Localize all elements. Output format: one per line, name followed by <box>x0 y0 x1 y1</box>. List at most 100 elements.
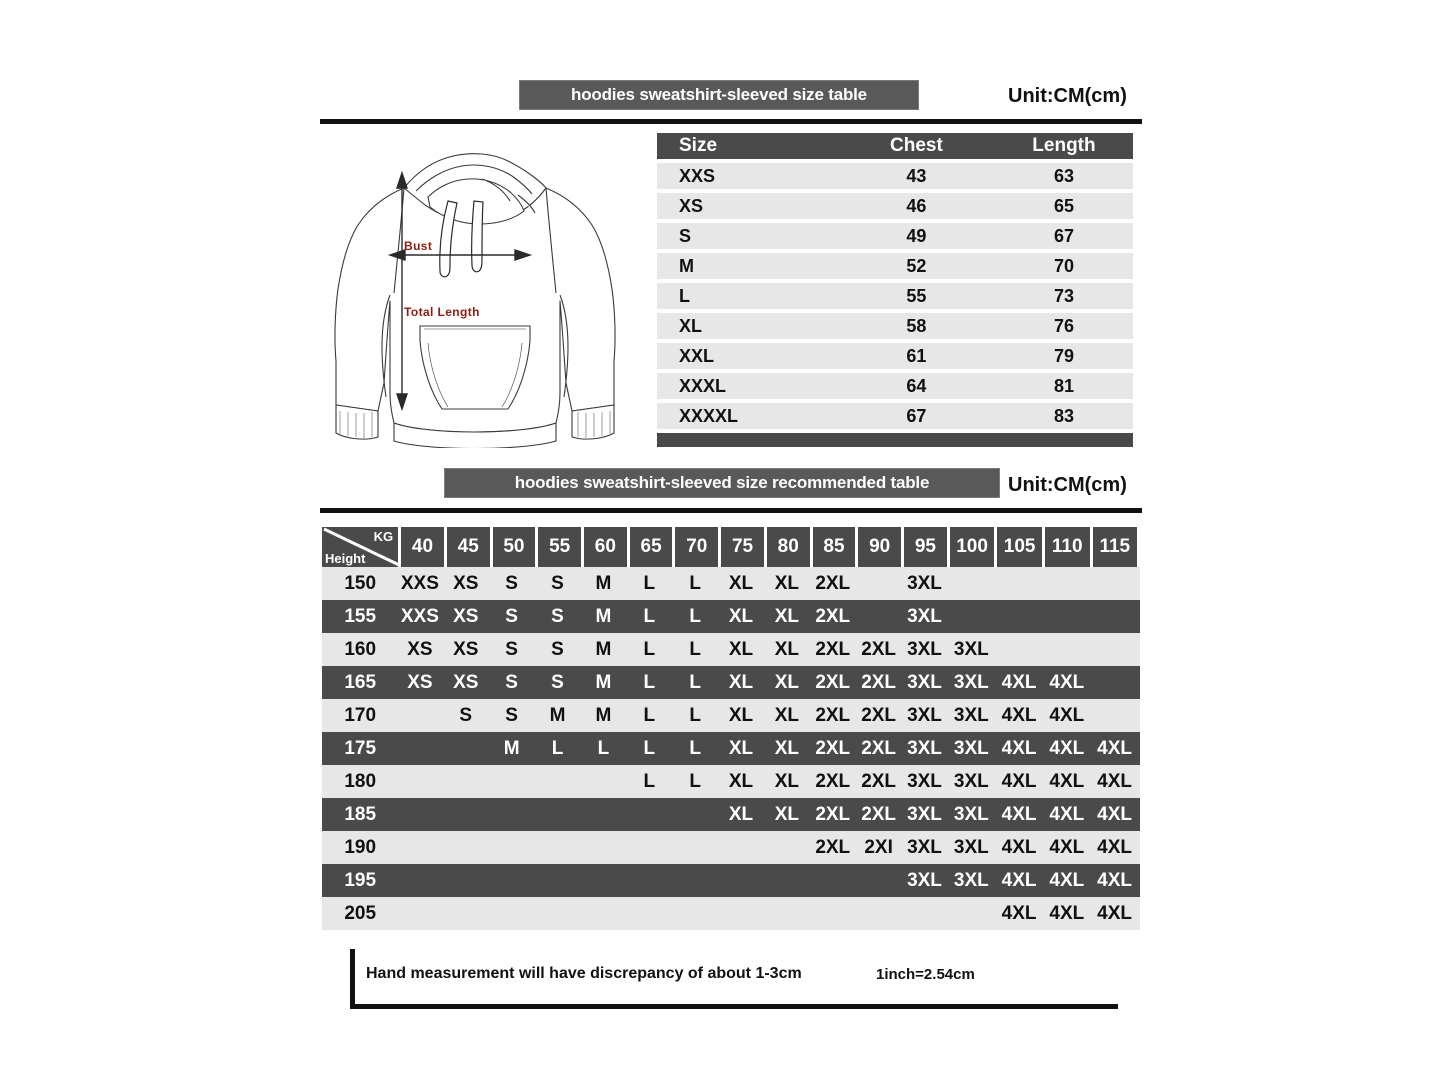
size-cell: S <box>551 572 564 594</box>
table-row: 170 S S M M L L XL XL 2XL 2XL 3XL 3XL 4XL 4XL <box>322 699 1140 732</box>
size-cell: 3XL <box>953 671 989 693</box>
size-cell: 4XL <box>1001 836 1037 858</box>
cell-chest: 61 <box>906 345 927 366</box>
size-cell: XS <box>453 638 479 660</box>
weight-header-cell: 40 <box>401 527 444 567</box>
table-row: 185 XL XL 2XL 2XL 3XL 3XL 4XL 4XL 4XL <box>322 798 1140 831</box>
size-cell: XL <box>774 770 800 792</box>
size-cell: 4XL <box>1097 803 1132 825</box>
cell-chest: 67 <box>906 405 927 426</box>
section2-divider <box>320 508 1142 513</box>
height-label-cell: 170 <box>344 704 377 726</box>
size-cell: 4XL <box>1049 836 1085 858</box>
cell-size: XXL <box>679 345 715 366</box>
size-cell: XL <box>728 572 754 594</box>
size-cell: L <box>597 737 610 759</box>
size-cell: S <box>551 638 564 660</box>
size-cell: 3XL <box>907 704 942 726</box>
table-row: 175 M L L L L XL XL 2XL 2XL 3XL 3XL 4XL 4XL 4XL <box>322 732 1140 765</box>
height-weight-corner-cell: KG Height <box>322 527 399 567</box>
size-cell: 3XL <box>907 671 942 693</box>
table-row: 155 XXS XS S S M L L XL XL 2XL 3XL <box>322 600 1140 633</box>
height-label-cell: 165 <box>344 671 377 693</box>
size-cell: 2XL <box>815 605 851 627</box>
size-cell: XL <box>728 704 754 726</box>
size-cell: L <box>643 671 656 693</box>
hoodie-drawing <box>334 153 616 448</box>
footer-note: Hand measurement will have discrepancy o… <box>350 949 1118 1009</box>
table-row: 160 XS XS S S M L L XL XL 2XL 2XL 3XL 3XL <box>322 633 1140 666</box>
weight-header-cell: 70 <box>675 527 719 567</box>
table-row: XXL 61 79 <box>657 343 1133 369</box>
size-cell: S <box>505 638 518 660</box>
size-cell: M <box>503 737 520 759</box>
size-cell: 2XI <box>864 836 893 858</box>
cell-length: 81 <box>1053 375 1074 396</box>
size-cell: L <box>689 704 701 726</box>
size-cell: 4XL <box>1049 803 1085 825</box>
cell-chest: 55 <box>906 285 927 306</box>
header-size: Size <box>679 135 718 156</box>
size-cell: L <box>643 605 656 627</box>
size-cell: 3XL <box>907 770 942 792</box>
height-label-cell: 190 <box>344 836 377 858</box>
cell-size: XXXXL <box>679 405 739 426</box>
header-length: Length <box>1032 135 1096 156</box>
weight-header-cell: 100 <box>949 527 995 567</box>
size-cell: XS <box>453 671 479 693</box>
size-cell: 3XL <box>953 803 989 825</box>
size-cell: 3XL <box>907 737 942 759</box>
size-cell: 2XL <box>861 638 897 660</box>
size-cell: XL <box>774 638 800 660</box>
size-cell: L <box>689 638 701 660</box>
size-cell: 2XL <box>815 737 851 759</box>
size-cell: L <box>643 737 656 759</box>
recommended-table-body: 150 XXS XS S S M L L XL XL 2XL 3XL 155 XXS XS S S M L L XL XL… <box>322 567 1140 930</box>
size-cell: XL <box>774 704 800 726</box>
cell-length: 70 <box>1053 255 1074 276</box>
table-row: XXXXL 67 83 <box>657 403 1133 429</box>
size-cell: 4XL <box>1049 704 1085 726</box>
size-cell: 4XL <box>1097 902 1132 924</box>
footer-bracket-horizontal <box>350 1004 1118 1009</box>
size-cell: XL <box>774 737 800 759</box>
size-cell: XL <box>728 605 754 627</box>
cell-length: 63 <box>1053 165 1074 186</box>
size-cell: M <box>549 704 566 726</box>
size-cell: M <box>595 671 612 693</box>
size-cell: L <box>689 737 701 759</box>
footer-bracket-vertical <box>350 949 355 1007</box>
size-cell: 3XL <box>907 836 942 858</box>
size-cell: 4XL <box>1097 836 1132 858</box>
weight-header-cell: 45 <box>446 527 490 567</box>
size-cell: XS <box>453 605 479 627</box>
cell-length: 79 <box>1053 345 1074 366</box>
weight-header-cell: 115 <box>1092 527 1138 567</box>
size-cell: 2XL <box>861 737 897 759</box>
weight-header-cell: 55 <box>538 527 582 567</box>
size-cell: S <box>459 704 473 726</box>
size-cell: L <box>689 671 701 693</box>
size-cell: 3XL <box>953 704 989 726</box>
size-cell: 3XL <box>907 638 942 660</box>
cell-length: 73 <box>1053 285 1074 306</box>
size-cell: S <box>505 671 518 693</box>
weight-header-cell: 110 <box>1044 527 1090 567</box>
cell-size: XXXL <box>679 375 727 396</box>
size-cell: 4XL <box>1049 770 1085 792</box>
size-table: Size Chest Length XXS 43 63 XS 46 65 S 49 67 M 52 7… <box>657 133 1133 447</box>
header-chest: Chest <box>890 135 943 156</box>
size-cell: 2XL <box>815 704 851 726</box>
size-cell: L <box>643 572 656 594</box>
height-label-cell: 155 <box>344 605 377 627</box>
size-cell: 3XL <box>953 869 989 891</box>
size-cell: 4XL <box>1001 803 1037 825</box>
size-table-header-row: Size Chest Length <box>657 133 1133 159</box>
section1-unit-label: Unit:CM(cm) <box>1008 85 1127 107</box>
weight-header-cell: 65 <box>629 527 673 567</box>
cell-chest: 43 <box>906 165 927 186</box>
size-cell: 4XL <box>1049 869 1085 891</box>
section2-unit-label: Unit:CM(cm) <box>1008 474 1127 496</box>
section2-banner: hoodies sweatshirt-sleeved size recommen… <box>444 468 1000 498</box>
size-cell: 4XL <box>1097 869 1132 891</box>
